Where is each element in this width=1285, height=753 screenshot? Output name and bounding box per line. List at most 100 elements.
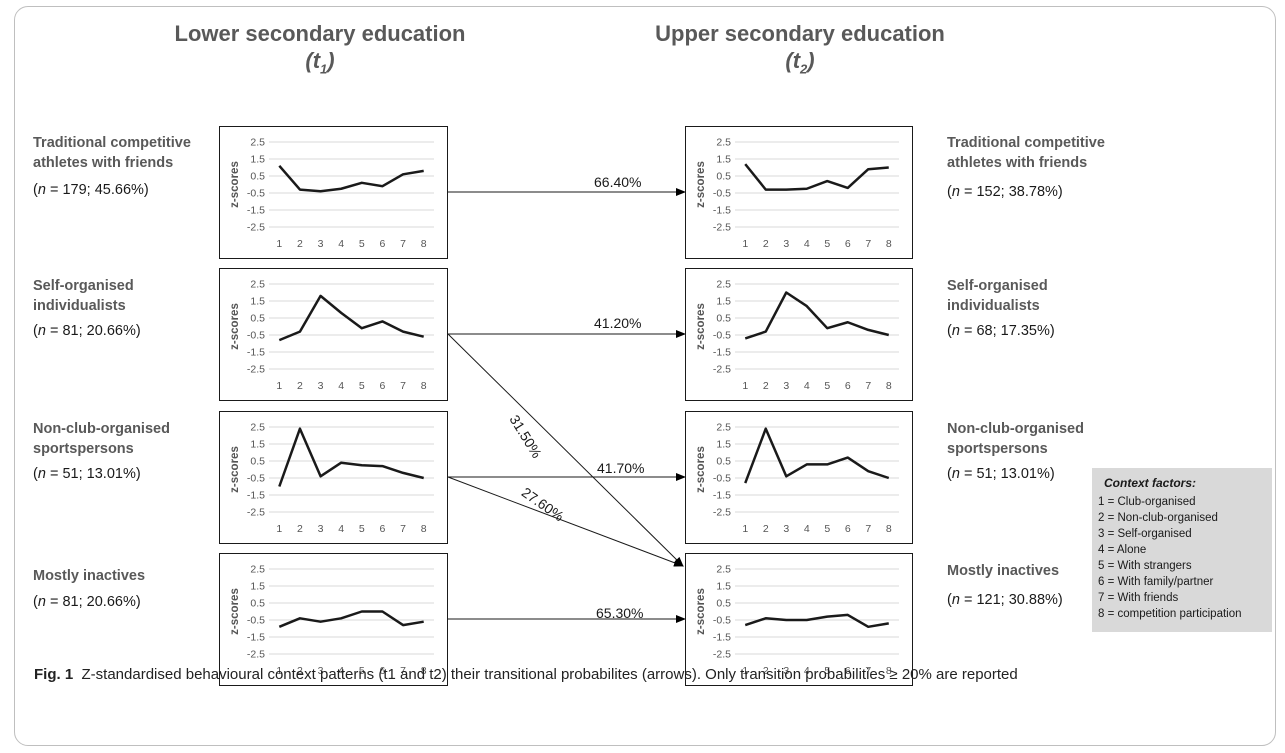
x-tick-label: 3 [318, 665, 324, 677]
y-tick-label: -0.5 [713, 473, 731, 485]
transition-label-2: 41.20% [594, 315, 642, 331]
transition-label-6: 65.30% [596, 605, 644, 621]
y-axis-label: z-scores [695, 303, 707, 350]
transition-label-1: 66.40% [594, 174, 642, 190]
right-group-3-pct: 13.01% [1000, 466, 1050, 482]
y-tick-label: -2.5 [713, 649, 731, 661]
series-line [744, 291, 890, 340]
x-tick-label: 6 [380, 665, 386, 677]
y-tick-label: 2.5 [250, 422, 265, 434]
caption-label: Fig. 1 [34, 666, 74, 683]
x-tick-label: 1 [742, 523, 748, 535]
x-tick-label: 4 [338, 380, 344, 392]
x-tick-label: 7 [865, 238, 871, 250]
x-tick-label: 2 [297, 238, 303, 250]
right-group-2-pct: 17.35% [1000, 323, 1050, 339]
context-factors-title: Context factors: [1104, 476, 1197, 490]
context-factor-2: 2 = Non-club-organised [1098, 512, 1218, 524]
y-tick-label: -0.5 [247, 473, 265, 485]
figure-caption: Fig. 1 Z-standardised behavioural contex… [34, 664, 1264, 686]
figure-frame [14, 6, 1276, 746]
x-tick-label: 2 [763, 665, 769, 677]
x-tick-label: 6 [380, 238, 386, 250]
left-group-1-n: (n = 179; 45.66%) [33, 182, 149, 198]
right-group-4-n-value: 121 [976, 592, 1001, 608]
context-factor-6: 6 = With family/partner [1098, 576, 1214, 588]
context-factor-3: 3 = Self-organised [1098, 528, 1192, 540]
x-tick-label: 1 [276, 238, 282, 250]
x-tick-label: 1 [742, 238, 748, 250]
x-tick-label: 8 [886, 380, 892, 392]
y-tick-label: -0.5 [713, 330, 731, 342]
y-tick-label: -2.5 [247, 222, 265, 234]
x-tick-label: 2 [763, 238, 769, 250]
left-column-title: Lower secondary education (t1) [170, 20, 470, 82]
right-group-1-n-value: 152 [976, 184, 1001, 200]
x-tick-label: 5 [359, 238, 365, 250]
y-axis-label: z-scores [229, 161, 241, 208]
x-tick-label: 3 [783, 523, 789, 535]
right-group-4-n: (n = 121; 30.88%) [947, 592, 1063, 608]
transition-arrow [447, 333, 684, 567]
x-tick-label: 5 [824, 380, 830, 392]
context-factor-8: 8 = competition participation [1098, 608, 1242, 620]
y-tick-label: -0.5 [247, 188, 265, 200]
right-group-4-chart: 2.5 1.5 0.5 -0.5 -1.5 -2.5 z-scores 1 2 3 4 5 6 7 8 [685, 553, 913, 686]
x-tick-label: 6 [845, 523, 851, 535]
y-tick-label: -1.5 [713, 205, 731, 217]
y-axis-label: z-scores [695, 161, 707, 208]
x-tick-label: 5 [824, 238, 830, 250]
y-tick-label: -1.5 [247, 490, 265, 502]
y-tick-label: 2.5 [716, 279, 731, 291]
x-tick-label: 4 [804, 380, 810, 392]
left-group-4-name: Mostly inactives [33, 568, 146, 584]
y-tick-label: 2.5 [716, 137, 731, 149]
y-axis-label: z-scores [695, 446, 707, 493]
left-group-1-name: Traditional competitive athletes with fr… [33, 135, 191, 171]
y-tick-label: 2.5 [250, 137, 265, 149]
y-tick-label: 0.5 [250, 598, 265, 610]
x-tick-label: 3 [783, 665, 789, 677]
y-tick-label: -1.5 [247, 347, 265, 359]
context-factor-4: 4 = Alone [1098, 544, 1147, 556]
y-tick-label: -1.5 [713, 490, 731, 502]
x-tick-label: 7 [400, 665, 406, 677]
x-tick-label: 4 [338, 523, 344, 535]
left-group-1-chart: 2.5 1.5 0.5 -0.5 -1.5 -2.5 z-scores 1 2 3 4 5 6 7 8 [219, 126, 448, 259]
right-group-1-n: (n = 152; 38.78%) [947, 184, 1063, 200]
x-tick-label: 6 [845, 380, 851, 392]
x-tick-label: 7 [400, 380, 406, 392]
right-group-3-chart: 2.5 1.5 0.5 -0.5 -1.5 -2.5 z-scores 1 2 3 4 5 6 7 8 [685, 411, 913, 544]
y-tick-label: 2.5 [716, 564, 731, 576]
y-tick-label: -2.5 [713, 364, 731, 376]
left-group-4-pct: 20.66% [86, 594, 136, 610]
x-tick-label: 8 [421, 665, 427, 677]
right-group-2-n: (n = 68; 17.35%) [947, 323, 1055, 339]
x-tick-label: 4 [804, 665, 810, 677]
y-tick-label: -1.5 [713, 632, 731, 644]
left-group-4-chart: 2.5 1.5 0.5 -0.5 -1.5 -2.5 z-scores 1 2 3 4 5 6 7 8 [219, 553, 448, 686]
y-tick-label: -0.5 [247, 330, 265, 342]
left-group-3-n-value: 51 [62, 466, 79, 482]
right-group-1-pct: 38.78% [1008, 184, 1058, 200]
y-tick-label: 0.5 [250, 456, 265, 468]
right-time-label: t [792, 48, 801, 73]
x-tick-label: 1 [276, 665, 282, 677]
left-column-title-text: Lower secondary education [174, 21, 466, 46]
y-axis-label: z-scores [229, 446, 241, 493]
x-tick-label: 2 [297, 523, 303, 535]
left-group-2-chart: 2.5 1.5 0.5 -0.5 -1.5 -2.5 z-scores 1 2 3 4 5 6 7 8 [219, 268, 448, 401]
x-tick-label: 5 [359, 665, 365, 677]
x-tick-label: 3 [318, 523, 324, 535]
transition-label-4: 41.70% [597, 460, 645, 476]
x-tick-label: 1 [276, 523, 282, 535]
y-tick-label: 1.5 [250, 154, 265, 166]
y-tick-label: -2.5 [713, 222, 731, 234]
right-group-2-chart: 2.5 1.5 0.5 -0.5 -1.5 -2.5 z-scores 1 2 3 4 5 6 7 8 [685, 268, 913, 401]
y-tick-label: -1.5 [247, 632, 265, 644]
x-tick-label: 4 [338, 665, 344, 677]
y-tick-label: -0.5 [713, 188, 731, 200]
left-group-3-pct: 13.01% [86, 466, 136, 482]
y-tick-label: 1.5 [716, 154, 731, 166]
